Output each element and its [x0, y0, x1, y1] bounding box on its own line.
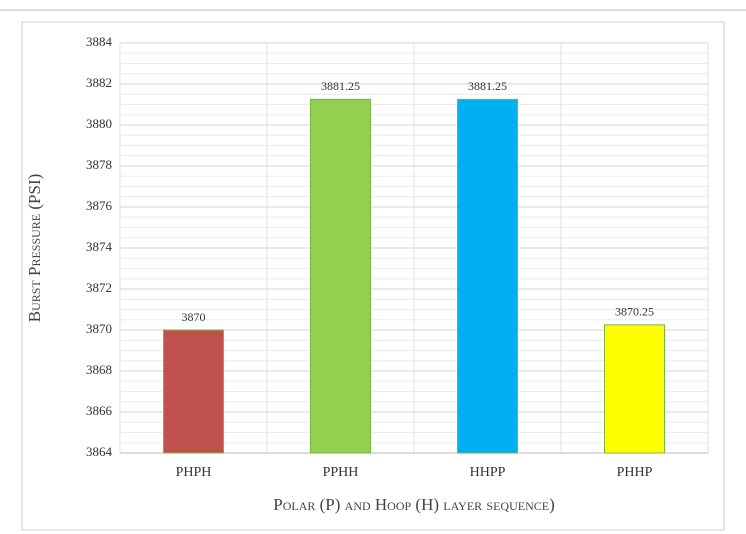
bar: [604, 324, 665, 454]
y-tick-label: 3864: [86, 444, 113, 459]
y-tick-label: 3882: [86, 75, 112, 90]
x-tick-label: HHPP: [470, 465, 506, 480]
x-axis-title: Polar (P) and Hoop (H) layer sequence): [273, 495, 555, 514]
y-axis-title: Burst Pressure (PSI): [25, 174, 44, 323]
y-tick-label: 3880: [86, 116, 112, 131]
value-label: 3881.25: [321, 79, 360, 93]
y-tick-label: 3874: [86, 239, 113, 254]
y-tick-label: 3870: [86, 321, 112, 336]
y-tick-label: 3868: [86, 362, 112, 377]
chart-frame: [21, 21, 725, 531]
x-tick-label: PHPH: [176, 465, 212, 480]
value-label: 3870: [182, 310, 206, 324]
bar: [163, 329, 224, 454]
value-label: 3881.25: [468, 79, 507, 93]
y-tick-label: 3884: [86, 34, 113, 49]
x-tick-label: PPHH: [323, 465, 359, 480]
bar: [310, 98, 371, 454]
y-tick-label: 3878: [86, 157, 112, 172]
x-tick-label: PHHP: [617, 465, 653, 480]
y-tick-label: 3866: [86, 403, 113, 418]
y-tick-label: 3876: [86, 198, 113, 213]
bar: [457, 98, 518, 454]
y-tick-label: 3872: [86, 280, 112, 295]
value-label: 3870.25: [615, 305, 654, 319]
